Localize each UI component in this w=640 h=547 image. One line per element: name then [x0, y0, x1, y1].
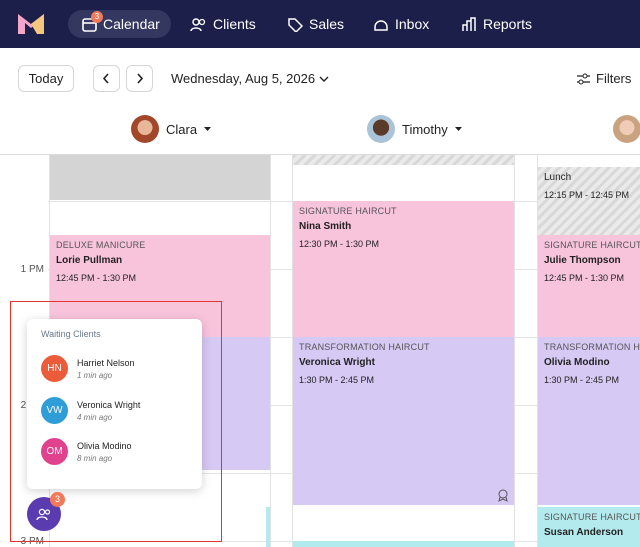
caret — [204, 127, 212, 131]
sales-icon — [288, 17, 303, 32]
lunch-block: Lunch 12:15 PM - 12:45 PM — [538, 167, 640, 235]
initials: VW — [41, 397, 68, 424]
time: 12:45 PM - 1:30 PM — [56, 273, 137, 283]
staff-clara[interactable]: Clara — [131, 115, 212, 143]
time: 12:30 PM - 1:30 PM — [299, 239, 380, 249]
time: 1:30 PM - 2:45 PM — [544, 375, 620, 385]
client: Nina Smith — [299, 221, 352, 232]
nav-active-pill[interactable] — [68, 10, 171, 38]
service: TRANSFORMATION HAIRCUT — [299, 342, 430, 352]
staff-name: Timothy — [402, 121, 448, 137]
nav-reports[interactable]: Reports — [461, 10, 532, 38]
fab-badge: 3 — [50, 492, 65, 507]
column-timothy: SIGNATURE HAIRCUT Nina Smith 12:30 PM - 1:… — [292, 155, 515, 547]
nav-label: Inbox — [395, 16, 430, 32]
staff-name: Clara — [166, 121, 198, 137]
appointment[interactable]: SIGNATURE HAIRCUT Susan Anderson — [538, 507, 640, 547]
wait-time: 4 min ago — [77, 412, 113, 422]
initials: OM — [41, 438, 68, 465]
client: Susan Anderson — [544, 527, 624, 538]
caret — [454, 127, 462, 131]
filters-label: Filters — [596, 71, 632, 86]
date-label: Wednesday, Aug 5, 2026 — [171, 71, 316, 86]
inbox-icon — [374, 19, 388, 31]
appointment[interactable]: TRANSFORMATION HAIRCUT Veronica Wright 1:3… — [293, 337, 514, 505]
appointment[interactable]: TRANSFORMATION HAIRCUT Olivia Modino 1:30 … — [538, 337, 640, 505]
today-button[interactable]: Today — [18, 65, 74, 92]
header-divider — [0, 154, 640, 155]
nav-clients[interactable]: Clients — [190, 10, 256, 38]
client: Veronica Wright — [299, 357, 375, 368]
waiting-client[interactable]: OM Olivia Modino 8 min ago — [41, 438, 132, 465]
appointment[interactable] — [266, 507, 270, 547]
service: DELUXE MANICURE — [56, 240, 146, 250]
people-icon — [36, 508, 51, 520]
service: TRANSFORMATION HAIRCUT — [544, 342, 640, 352]
avatar — [131, 115, 159, 143]
initials: HN — [41, 355, 68, 382]
waiting-clients-card: Waiting Clients HN Harriet Nelson 1 min ag… — [27, 319, 202, 489]
column-third: Lunch 12:15 PM - 12:45 PM SIGNATURE HAIRC… — [537, 155, 640, 547]
nav-sales[interactable]: Sales — [287, 10, 344, 38]
staff-timothy[interactable]: Timothy — [367, 115, 463, 143]
next-button[interactable] — [126, 65, 153, 92]
wait-time: 8 min ago — [77, 453, 113, 463]
service: SIGNATURE HAIRCUT — [299, 206, 397, 216]
time-label: 1 PM — [20, 264, 44, 275]
filters-button[interactable]: Filters — [577, 71, 631, 86]
chevron-right — [137, 73, 144, 84]
nav-label: Sales — [309, 16, 345, 32]
nav-label: Calendar — [103, 16, 160, 32]
card-title: Waiting Clients — [41, 329, 101, 339]
client-name: Harriet Nelson — [77, 357, 135, 368]
logo — [18, 14, 44, 34]
nav-inbox[interactable]: Inbox — [373, 10, 429, 38]
clients-icon — [190, 17, 206, 31]
highlight-box — [10, 301, 222, 542]
prev-button[interactable] — [93, 65, 120, 92]
client: Julie Thompson — [544, 255, 621, 266]
award-icon — [498, 489, 508, 502]
caret — [319, 76, 329, 82]
time: 12:15 PM - 12:45 PM — [544, 190, 630, 200]
waiting-client[interactable]: HN Harriet Nelson 1 min ago — [41, 355, 135, 382]
date-picker[interactable]: Wednesday, Aug 5, 2026 — [171, 71, 329, 86]
appointment[interactable]: SIGNATURE HAIRCUT Nina Smith 12:30 PM - 1:… — [293, 201, 514, 337]
time: 1:30 PM - 2:45 PM — [299, 375, 375, 385]
blocked-time — [50, 155, 270, 200]
nav-badge: 3 — [91, 11, 103, 23]
client: Olivia Modino — [544, 357, 610, 368]
client: Lorie Pullman — [56, 255, 123, 266]
appointment[interactable]: SIGNATURE HAIRCUT Julie Thompson 12:45 PM … — [538, 235, 640, 337]
filters-icon — [577, 73, 590, 84]
nav-bar: Calendar 3 Clients Sales Inbox Reports — [0, 0, 640, 48]
avatar — [367, 115, 395, 143]
client-name: Olivia Modino — [77, 440, 132, 451]
staff-avatar[interactable] — [613, 115, 640, 143]
nav-label: Reports — [483, 16, 533, 32]
time: 12:45 PM - 1:30 PM — [544, 273, 625, 283]
client-name: Veronica Wright — [77, 399, 141, 410]
appointment[interactable] — [293, 541, 514, 547]
blocked-time — [293, 155, 514, 165]
waiting-client[interactable]: VW Veronica Wright 4 min ago — [41, 397, 140, 424]
nav-label: Clients — [213, 16, 256, 32]
service: SIGNATURE HAIRCUT — [544, 512, 640, 522]
reports-icon — [462, 16, 476, 31]
chevron-left — [102, 73, 109, 84]
lunch-label: Lunch — [544, 172, 572, 183]
service: SIGNATURE HAIRCUT — [544, 240, 640, 250]
wait-time: 1 min ago — [77, 370, 113, 380]
